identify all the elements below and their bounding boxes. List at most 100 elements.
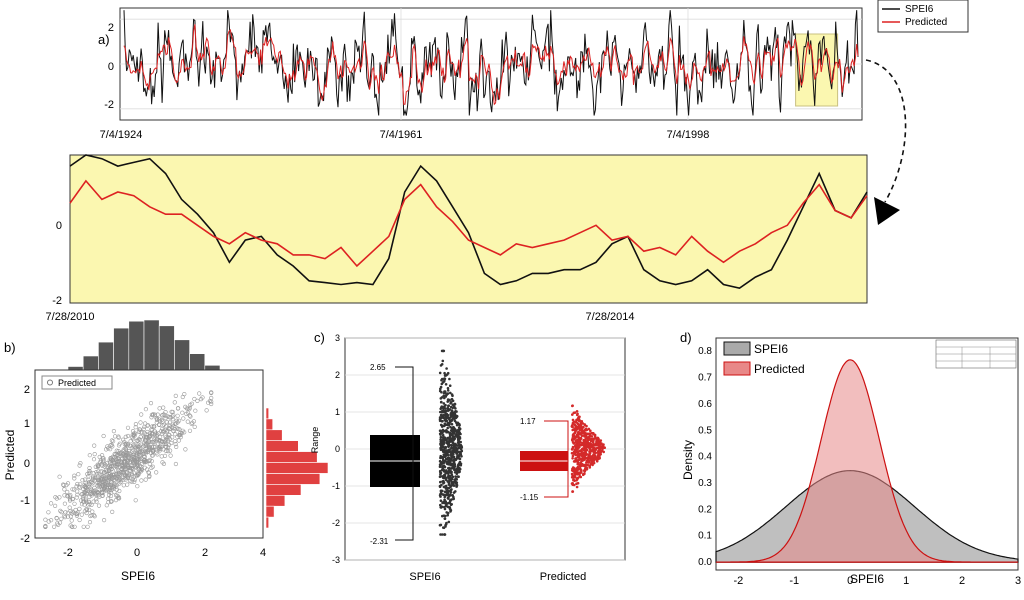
jitter-point xyxy=(446,458,449,461)
jitter-point xyxy=(595,460,599,463)
jitter-point xyxy=(588,446,592,449)
jitter-point xyxy=(442,482,445,485)
scatter-point xyxy=(102,462,107,467)
panel-a-label: a) xyxy=(98,32,110,47)
jitter-point xyxy=(441,431,444,435)
jitter-point xyxy=(456,444,460,447)
scatter-point xyxy=(116,458,121,464)
scatter-point xyxy=(63,510,68,515)
scatter-point xyxy=(138,420,143,425)
jitter-point xyxy=(447,466,450,470)
panel-a: a) 2 0 -2 7/4/1924 7/4/1961 7/4/1998 SPE… xyxy=(98,0,969,225)
scatter-point xyxy=(106,482,112,487)
scatter-point xyxy=(78,498,84,503)
jitter-point xyxy=(446,426,450,430)
scatter-point xyxy=(46,519,51,524)
jitter-point xyxy=(442,410,446,414)
scatter-point xyxy=(77,517,82,523)
jitter-point xyxy=(443,533,446,536)
scatter-point xyxy=(92,485,97,491)
jitter-point xyxy=(443,377,446,380)
scatter-point xyxy=(82,490,87,495)
d-ytick: 0.5 xyxy=(698,425,712,436)
jitter-point xyxy=(441,514,444,518)
scatter-point xyxy=(109,480,114,485)
jitter-point xyxy=(571,457,574,460)
scatter-point xyxy=(87,519,93,525)
scatter-point xyxy=(101,517,107,523)
scatter-point xyxy=(200,395,205,400)
jitter-point xyxy=(451,394,454,398)
jitter-point xyxy=(446,413,450,417)
jitter-point xyxy=(439,499,443,503)
b-xtick-4: 4 xyxy=(260,547,266,559)
scatter-point xyxy=(61,482,66,487)
scatter-point xyxy=(110,509,115,515)
scatter-point xyxy=(167,414,172,420)
jitter-point xyxy=(572,483,576,487)
scatter-point xyxy=(95,477,100,483)
scatter-point xyxy=(145,423,150,428)
jitter-point xyxy=(447,469,451,473)
jitter-point xyxy=(447,482,451,486)
jitter-point xyxy=(446,371,450,375)
jitter-point xyxy=(440,533,444,536)
scatter-point xyxy=(101,456,106,461)
jitter-point xyxy=(456,454,459,458)
b-ytick-2: 2 xyxy=(24,384,30,396)
jitter-point xyxy=(444,445,448,449)
jitter-point xyxy=(445,449,449,452)
jitter-point xyxy=(582,469,586,472)
scatter-point xyxy=(88,488,94,493)
scatter-point xyxy=(88,490,93,495)
scatter-point xyxy=(154,450,159,455)
zoom-frame xyxy=(69,154,868,304)
jitter-point xyxy=(591,440,595,444)
jitter-point xyxy=(574,444,577,448)
jitter-point xyxy=(574,425,578,429)
scatter-point xyxy=(99,487,105,492)
jitter-point xyxy=(585,428,589,432)
jitter-point xyxy=(446,389,450,392)
d-xtick: 3 xyxy=(1015,575,1021,587)
scatter-point xyxy=(119,462,124,468)
scatter-point xyxy=(132,443,137,448)
scatter-point xyxy=(132,477,137,482)
jitter-point xyxy=(448,377,451,381)
scatter-point xyxy=(180,410,185,415)
scatter-point xyxy=(141,454,146,459)
jitter-point xyxy=(450,484,453,487)
scatter-point xyxy=(46,510,51,515)
a-ytick-neg2: -2 xyxy=(104,99,114,111)
panel-a-legend: SPEI6 Predicted xyxy=(877,0,969,33)
jitter-point xyxy=(570,451,574,455)
scatter-point xyxy=(62,514,68,520)
jitter-point xyxy=(591,444,595,447)
b-yaxis-label: Predicted xyxy=(3,430,17,481)
jitter-point xyxy=(456,464,460,468)
jitter-point xyxy=(594,456,597,460)
d-ytick: 0.0 xyxy=(698,557,712,568)
scatter-point xyxy=(185,410,191,415)
jitter-point xyxy=(574,453,577,457)
a-xtick-1961: 7/4/1961 xyxy=(380,129,423,141)
histogram-bar xyxy=(98,341,114,371)
scatter-point xyxy=(64,483,69,488)
scatter-point xyxy=(150,440,155,445)
jitter-point xyxy=(443,505,446,509)
jitter-point xyxy=(449,437,453,441)
jitter-point xyxy=(596,436,599,440)
scatter-point xyxy=(95,475,100,480)
jitter-point xyxy=(447,486,451,490)
scatter-point xyxy=(137,468,143,473)
jitter-point xyxy=(457,470,460,474)
scatter-point xyxy=(92,443,97,448)
jitter-point xyxy=(441,428,445,432)
marginal-histogram-spei6 xyxy=(67,319,221,371)
jitter-point xyxy=(570,472,574,476)
scatter-point xyxy=(168,448,173,453)
jitter-point xyxy=(445,393,449,396)
d-ytick: 0.3 xyxy=(698,478,712,489)
jitter-point xyxy=(450,451,453,455)
scatter-point xyxy=(81,499,86,504)
